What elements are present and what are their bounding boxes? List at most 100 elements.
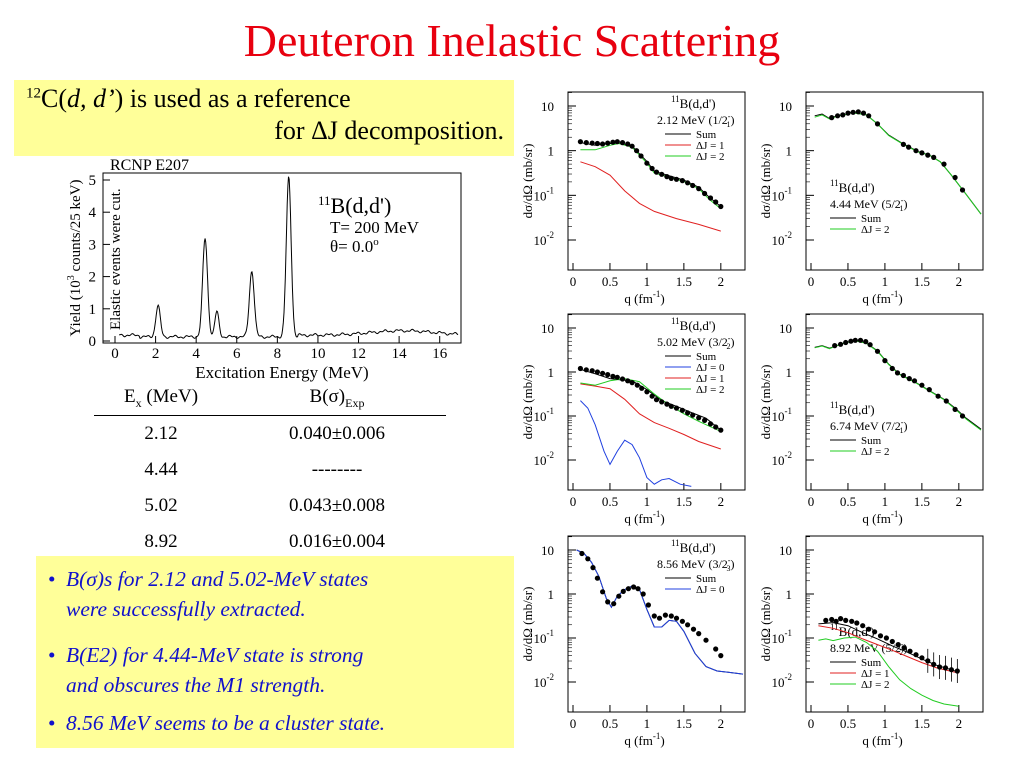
panel-p5: 10 1 10-1 10-2 0 0.5 1 1.5 2 dσ/dΩ (mb/sr) q (fm-1… <box>520 535 746 748</box>
data-point <box>664 401 670 407</box>
data-point <box>882 358 888 364</box>
spectrum-ytick: 4 <box>89 205 97 221</box>
data-point <box>843 617 849 624</box>
data-point <box>894 370 901 376</box>
panel-xtick: 0 <box>808 274 815 289</box>
data-point <box>874 348 881 354</box>
data-point <box>919 150 925 156</box>
data-point <box>579 550 585 557</box>
legend-label: Sum <box>696 573 717 585</box>
data-point <box>644 389 650 395</box>
data-point <box>707 421 714 427</box>
curve-j2 <box>580 378 722 432</box>
panel-xtick: 1 <box>644 494 651 509</box>
data-point <box>850 109 856 115</box>
panel-ytick: 1 <box>548 587 555 602</box>
panel-state-label: 2.12 MeV (1/2-1) <box>657 112 734 129</box>
data-point <box>577 139 584 145</box>
panel-state-label: 4.44 MeV (5/2-1) <box>830 196 907 213</box>
spectrum-ytick: 1 <box>89 302 97 318</box>
legend-label: ΔJ = 0 <box>696 584 725 596</box>
table-row: 5.02 0.043±0.008 <box>144 494 385 516</box>
panel-ytick: 10 <box>779 321 792 336</box>
panel-ylabel: dσ/dΩ (mb/sr) <box>758 144 773 219</box>
legend-label: Sum <box>696 351 717 363</box>
spectrum-angle-label: θ= 0.0o <box>330 236 379 256</box>
panel-ytick: 1 <box>548 144 555 159</box>
data-point <box>926 387 932 393</box>
panel-ylabel: dσ/dΩ (mb/sr) <box>520 587 535 662</box>
panel-xtick: 0 <box>570 494 577 509</box>
legend-label: Sum <box>861 213 882 225</box>
data-point <box>823 617 829 624</box>
data-point <box>919 382 925 388</box>
data-point <box>594 575 601 581</box>
panel-state-label: 8.92 MeV (5/2-2) <box>830 640 907 657</box>
panel-reaction-label: 11B(d,d') <box>830 178 875 195</box>
data-point <box>852 337 858 343</box>
legend-label: ΔJ = 1 <box>696 373 725 385</box>
data-point <box>589 140 595 146</box>
panel-reaction-label: 11B(d,d') <box>671 94 716 111</box>
legend-label: ΔJ = 2 <box>861 679 890 691</box>
data-point <box>713 199 719 205</box>
data-point <box>649 165 655 172</box>
slide-title: Deuteron Inelastic Scattering <box>243 15 781 66</box>
panel-xtick: 0.5 <box>840 716 856 731</box>
data-point <box>931 661 937 668</box>
data-point <box>867 342 873 348</box>
data-point <box>679 178 686 184</box>
data-point <box>845 110 851 116</box>
data-point <box>589 368 595 374</box>
panel-ytick: 10-2 <box>534 230 555 248</box>
data-point <box>605 372 611 378</box>
panel-p2: 10 1 10-1 10-2 0 0.5 1 1.5 2 dσ/dΩ (mb/sr) q (fm-1… <box>758 91 984 306</box>
data-point <box>911 378 918 384</box>
panel-ytick: 10-2 <box>772 450 793 468</box>
panel-xtick: 0.5 <box>602 716 618 731</box>
data-point <box>854 620 860 626</box>
panel-ytick: 10 <box>541 99 554 114</box>
data-point <box>600 370 606 376</box>
data-point <box>866 113 872 119</box>
panel-xtick: 2 <box>718 494 725 509</box>
data-point <box>901 645 907 651</box>
panel-ytick: 1 <box>786 144 793 159</box>
data-point <box>857 337 864 343</box>
panel-reaction-label: 11B(d,d') <box>671 538 716 555</box>
panel-xtick: 1.5 <box>676 716 692 731</box>
data-point <box>664 174 670 180</box>
data-point <box>860 623 866 629</box>
panel-ytick: 1 <box>786 587 793 602</box>
data-point <box>668 403 674 409</box>
panel-xtick: 0.5 <box>602 494 618 509</box>
curve-j2 <box>818 636 959 707</box>
data-point <box>614 139 620 145</box>
data-point <box>942 665 949 671</box>
legend-label: Sum <box>696 129 717 141</box>
data-point <box>931 154 937 160</box>
legend-label: Sum <box>861 657 882 669</box>
data-point <box>690 626 697 632</box>
data-point <box>583 367 589 373</box>
data-point <box>673 176 680 182</box>
data-point <box>713 646 719 652</box>
data-point <box>703 637 709 643</box>
data-point <box>952 174 958 181</box>
data-point <box>651 613 657 619</box>
panel-ytick: 10 <box>541 321 554 336</box>
data-point <box>668 175 674 181</box>
panel-ylabel: dσ/dΩ (mb/sr) <box>758 587 773 662</box>
data-point <box>948 667 955 673</box>
panel-xtick: 0.5 <box>840 274 856 289</box>
panel-xtick: 1.5 <box>914 274 930 289</box>
data-point <box>679 407 686 413</box>
panel-xtick: 1.5 <box>676 494 692 509</box>
panel-p3: 10 1 10-1 10-2 0 0.5 1 1.5 2 dσ/dΩ (mb/sr) q (fm-1… <box>520 313 746 526</box>
data-point <box>690 412 696 418</box>
spectrum-ytick: 3 <box>89 237 97 253</box>
panel-xlabel: q (fm-1) <box>624 731 664 748</box>
panel-xtick: 1.5 <box>914 494 930 509</box>
spectrum-ytick: 0 <box>89 334 97 350</box>
